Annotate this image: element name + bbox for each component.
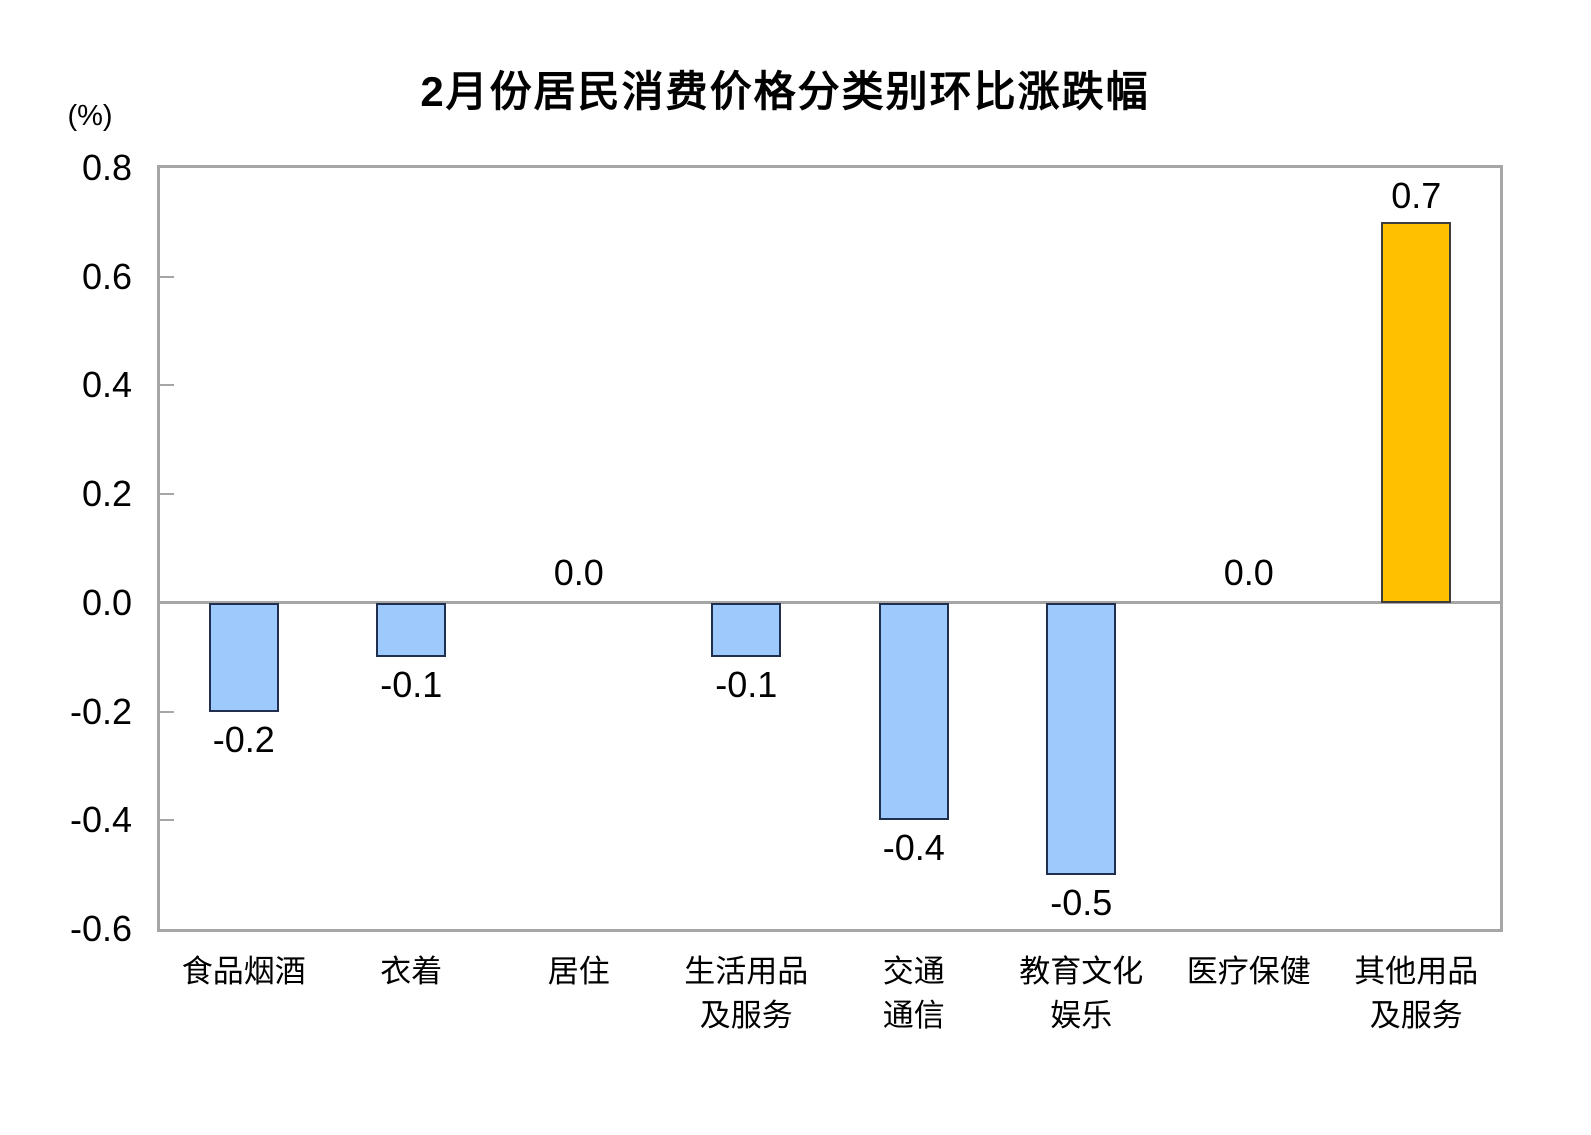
bar-value-label: -0.5 bbox=[1050, 881, 1113, 923]
zero-baseline bbox=[160, 601, 1500, 605]
y-axis-tick-label: 0.2 bbox=[81, 473, 132, 515]
bar-value-label: -0.4 bbox=[882, 827, 945, 869]
y-axis-tick bbox=[160, 819, 174, 822]
y-axis-tick-label: 0.4 bbox=[81, 364, 132, 406]
y-axis-tick bbox=[160, 384, 174, 387]
x-axis-category-label: 食品烟酒 bbox=[181, 954, 306, 989]
x-axis-category-label: 其他用品 及服务 bbox=[1354, 954, 1479, 1033]
x-axis-category-label: 居住 bbox=[547, 954, 610, 989]
bar-value-label: 0.0 bbox=[1223, 551, 1274, 593]
bar-value-label: 0.7 bbox=[1391, 175, 1442, 217]
y-axis-tick-label: 0.8 bbox=[81, 147, 132, 188]
x-axis-category-label: 医疗保健 bbox=[1186, 954, 1311, 989]
x-axis-category-label: 交通 通信 bbox=[882, 954, 945, 1033]
bar-6 bbox=[1046, 602, 1117, 875]
bar-2 bbox=[376, 602, 447, 658]
y-axis-unit-label: (%) bbox=[67, 100, 113, 132]
y-axis-tick-label: 0.0 bbox=[81, 581, 132, 623]
y-axis-tick-label: -0.2 bbox=[69, 690, 132, 732]
y-axis-tick-label: -0.4 bbox=[69, 799, 132, 841]
x-axis-category-label: 衣着 bbox=[380, 954, 443, 989]
bar-4 bbox=[711, 602, 782, 658]
y-axis-tick bbox=[160, 493, 174, 496]
y-axis-tick bbox=[160, 710, 174, 713]
y-axis-tick bbox=[160, 275, 174, 278]
plot-area bbox=[157, 165, 1503, 932]
bar-1 bbox=[208, 602, 279, 712]
x-axis-category-label: 生活用品 及服务 bbox=[684, 954, 809, 1033]
bar-value-label: -0.1 bbox=[380, 664, 443, 706]
x-axis-category-label: 教育文化 娱乐 bbox=[1019, 954, 1144, 1033]
bar-value-label: -0.1 bbox=[715, 664, 778, 706]
bar-8 bbox=[1381, 222, 1452, 603]
bar-value-label: 0.0 bbox=[553, 551, 604, 593]
bar-5 bbox=[878, 602, 949, 821]
y-axis-tick-label: -0.6 bbox=[69, 908, 132, 949]
bar-value-label: -0.2 bbox=[212, 718, 275, 760]
y-axis-tick-label: 0.6 bbox=[81, 255, 132, 297]
chart-title: 2月份居民消费价格分类别环比涨跌幅 bbox=[420, 68, 1150, 115]
